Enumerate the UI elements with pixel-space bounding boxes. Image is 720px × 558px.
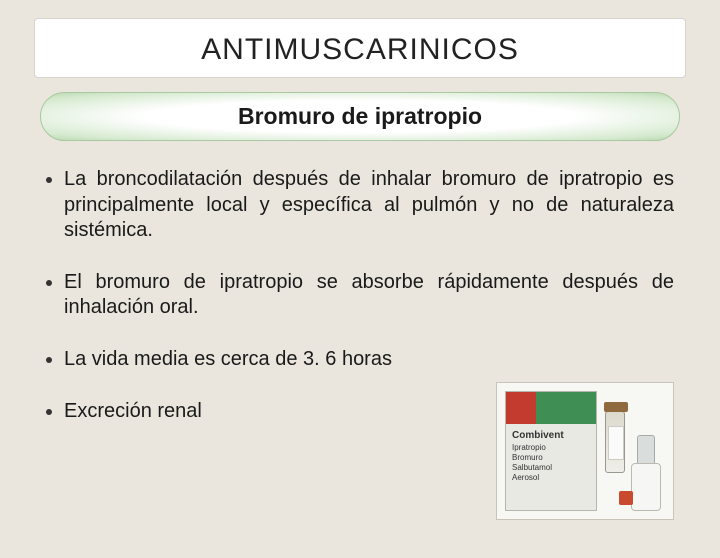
list-item: La broncodilatación después de inhalar b… (46, 167, 674, 244)
inhaler-mouthpiece-icon (619, 491, 633, 505)
vial-label-icon (608, 426, 624, 460)
slide: ANTIMUSCARINICOS Bromuro de ipratropio L… (0, 18, 720, 558)
color-swatch (536, 392, 566, 424)
inhaler-icon (625, 433, 667, 511)
inhaler-body-icon (631, 463, 661, 511)
bullet-icon (46, 357, 52, 363)
list-item: La vida media es cerca de 3. 6 horas (46, 347, 674, 373)
product-line: Bromuro (512, 453, 564, 463)
slide-title: ANTIMUSCARINICOS (45, 33, 675, 67)
subtitle-pill: Bromuro de ipratropio (40, 92, 680, 141)
list-item: El bromuro de ipratropio se absorbe rápi… (46, 270, 674, 321)
product-line: Salbutamol (512, 463, 564, 473)
color-swatch (566, 392, 596, 424)
product-brand: Combivent (512, 430, 564, 443)
slide-subtitle: Bromuro de ipratropio (51, 103, 669, 130)
bullet-text: La broncodilatación después de inhalar b… (64, 167, 674, 244)
product-line: Aerosol (512, 473, 564, 483)
vial-cap-icon (604, 402, 628, 412)
product-box: Combivent Ipratropio Bromuro Salbutamol … (505, 391, 597, 511)
product-box-label: Combivent Ipratropio Bromuro Salbutamol … (512, 430, 564, 483)
inhaler-canister-icon (637, 435, 655, 465)
bullet-icon (46, 280, 52, 286)
title-container: ANTIMUSCARINICOS (34, 18, 686, 78)
bullet-text: Excreción renal (64, 399, 202, 425)
bullet-text: La vida media es cerca de 3. 6 horas (64, 347, 392, 373)
color-swatch (506, 392, 536, 424)
bullet-text: El bromuro de ipratropio se absorbe rápi… (64, 270, 674, 321)
product-line: Ipratropio (512, 443, 564, 453)
product-image: Combivent Ipratropio Bromuro Salbutamol … (496, 382, 674, 520)
bullet-icon (46, 409, 52, 415)
vial-icon (605, 411, 625, 473)
product-box-header (506, 392, 596, 424)
bullet-icon (46, 177, 52, 183)
